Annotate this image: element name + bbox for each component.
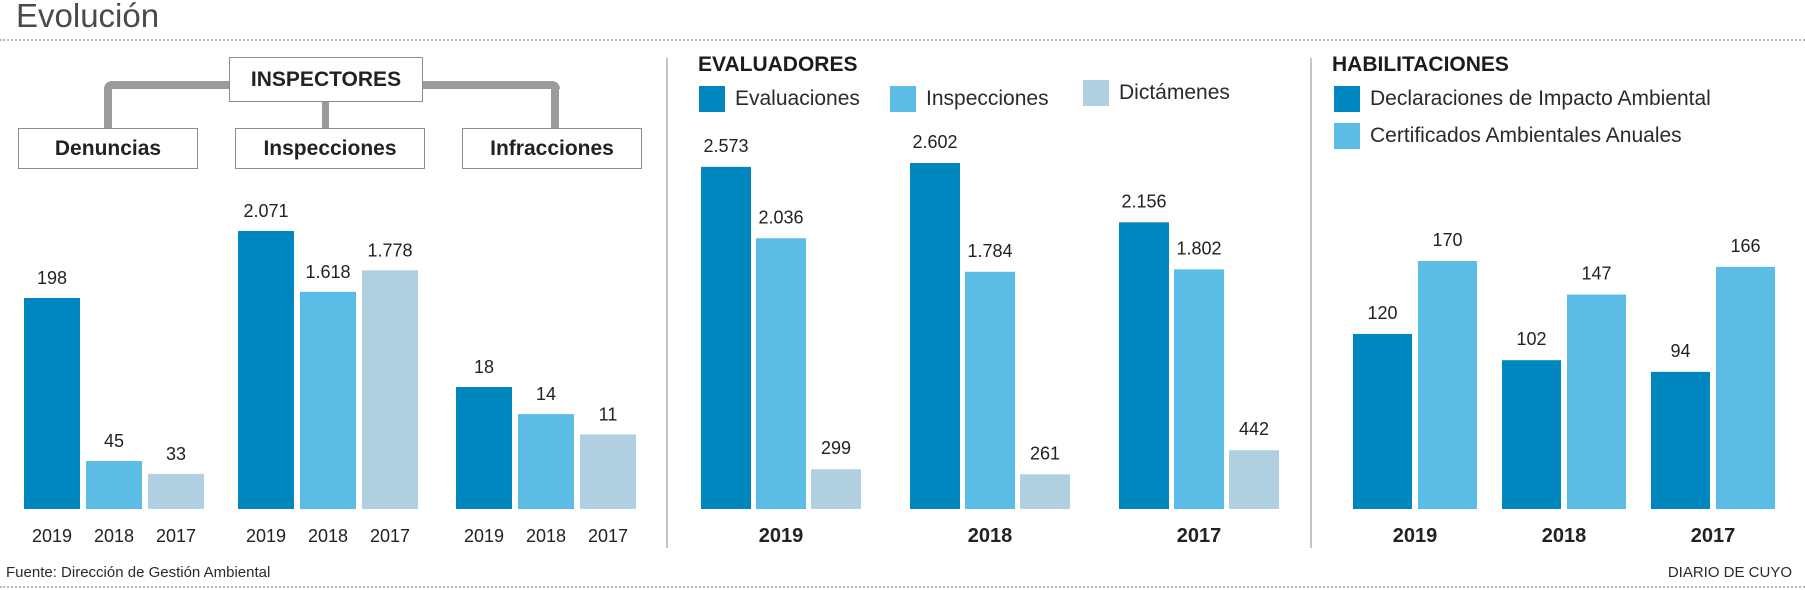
- bar-series1-2019: [1418, 261, 1477, 509]
- bar-value-label: 1.784: [967, 241, 1012, 261]
- x-tick-label: 2018: [968, 525, 1013, 547]
- bar-value-label: 14: [536, 384, 556, 404]
- x-tick-label: 2018: [1542, 525, 1587, 547]
- x-tick-label: 2017: [1691, 525, 1736, 547]
- bar-value-label: 18: [474, 357, 494, 377]
- bottom-dotted-divider: [0, 586, 1805, 588]
- bar-inspecciones-2018: [965, 271, 1015, 509]
- x-tick-label: 2017: [1177, 525, 1222, 547]
- bar-value-label: 2.602: [912, 132, 957, 152]
- bar-inspecciones-2019: [756, 238, 806, 509]
- bar-value-label: 147: [1581, 264, 1611, 284]
- inspectores-header-box: INSPECTORES: [229, 57, 423, 102]
- page-title: Evolución: [16, 0, 160, 34]
- infracciones-box: Infracciones: [462, 128, 642, 169]
- bar-series0-2017: [1651, 371, 1710, 509]
- x-tick-label: 2019: [1393, 525, 1438, 547]
- legend-swatch-light-blue: [890, 86, 916, 112]
- bar-evaluaciones-2019: [701, 166, 751, 509]
- bar-evaluaciones-2018: [910, 163, 960, 509]
- legend-label: Inspecciones: [926, 87, 1049, 110]
- x-tick-label: 2019: [246, 526, 286, 546]
- bar-dictámenes-2019: [811, 469, 861, 509]
- panel-divider-right: [1310, 58, 1312, 548]
- bar-value-label: 11: [599, 404, 618, 424]
- habilitaciones-title: HABILITACIONES: [1332, 53, 1509, 76]
- bar-series0-2018: [1502, 360, 1561, 509]
- bar-value-label: 120: [1367, 303, 1397, 323]
- bar-value-label: 45: [104, 431, 124, 451]
- bar-value-label: 198: [37, 268, 67, 288]
- legend-swatch-dark-blue: [699, 86, 725, 112]
- bar-value-label: 166: [1730, 236, 1760, 256]
- legend-item-caa: Certificados Ambientales Anuales: [1334, 123, 1682, 149]
- legend-label: Evaluaciones: [735, 87, 860, 110]
- bar-dictámenes-2018: [1020, 474, 1070, 509]
- bar-value-label: 2.156: [1121, 191, 1166, 211]
- bar-2017: [580, 434, 636, 509]
- legend-swatch-light-blue: [1334, 123, 1360, 149]
- legend-item-dictamenes: Dictámenes: [1083, 80, 1230, 106]
- panel-divider-left: [666, 58, 668, 548]
- x-tick-label: 2017: [370, 526, 410, 546]
- denuncias-box: Denuncias: [18, 128, 198, 169]
- legend-label: Declaraciones de Impacto Ambiental: [1370, 87, 1711, 110]
- bar-2018: [86, 461, 142, 509]
- bar-2018: [300, 291, 356, 509]
- credit-note: DIARIO DE CUYO: [1667, 564, 1792, 581]
- bar-value-label: 1.802: [1176, 238, 1221, 258]
- bar-value-label: 1.778: [367, 240, 412, 260]
- legend-label: Dictámenes: [1119, 81, 1230, 104]
- x-tick-label: 2019: [464, 526, 504, 546]
- bar-2019: [456, 387, 512, 509]
- legend-swatch-dark-blue: [1334, 86, 1360, 112]
- legend-item-evaluaciones: Evaluaciones: [699, 86, 860, 112]
- x-tick-label: 2018: [526, 526, 566, 546]
- x-tick-label: 2018: [308, 526, 348, 546]
- x-tick-label: 2019: [759, 525, 804, 547]
- bar-2019: [24, 298, 80, 509]
- bar-2017: [362, 270, 418, 509]
- x-tick-label: 2017: [588, 526, 628, 546]
- bar-value-label: 442: [1239, 419, 1269, 439]
- bar-2018: [518, 414, 574, 509]
- x-tick-label: 2018: [94, 526, 134, 546]
- evaluadores-title: EVALUADORES: [698, 53, 858, 76]
- legend-label: Certificados Ambientales Anuales: [1370, 124, 1682, 147]
- bar-value-label: 2.036: [758, 207, 803, 227]
- bar-value-label: 2.573: [703, 136, 748, 156]
- bar-value-label: 94: [1670, 341, 1690, 361]
- legend-item-dia: Declaraciones de Impacto Ambiental: [1334, 86, 1711, 112]
- bar-series1-2017: [1716, 266, 1775, 509]
- bar-2019: [238, 231, 294, 509]
- bar-series0-2019: [1353, 333, 1412, 509]
- bar-series1-2018: [1567, 294, 1626, 509]
- bar-value-label: 102: [1516, 329, 1546, 349]
- source-note: Fuente: Dirección de Gestión Ambiental: [6, 564, 271, 581]
- bar-evaluaciones-2017: [1119, 222, 1169, 509]
- bar-value-label: 33: [166, 444, 186, 464]
- tree-connector-center: [322, 100, 329, 129]
- top-dotted-divider: [0, 39, 1805, 41]
- tree-connector-right: [551, 81, 559, 129]
- tree-connector-left: [104, 81, 112, 129]
- x-tick-label: 2019: [32, 526, 72, 546]
- legend-swatch-pale-blue: [1083, 80, 1109, 106]
- inspecciones-box: Inspecciones: [235, 128, 425, 169]
- bar-value-label: 261: [1030, 443, 1060, 463]
- bar-value-label: 2.071: [243, 201, 288, 221]
- bar-dictámenes-2017: [1229, 450, 1279, 509]
- x-tick-label: 2017: [156, 526, 196, 546]
- legend-item-inspecciones: Inspecciones: [890, 86, 1049, 112]
- bar-value-label: 299: [821, 438, 851, 458]
- bar-2017: [148, 473, 204, 509]
- bar-inspecciones-2017: [1174, 269, 1224, 509]
- bar-value-label: 1.618: [305, 262, 350, 282]
- bar-value-label: 170: [1432, 230, 1462, 250]
